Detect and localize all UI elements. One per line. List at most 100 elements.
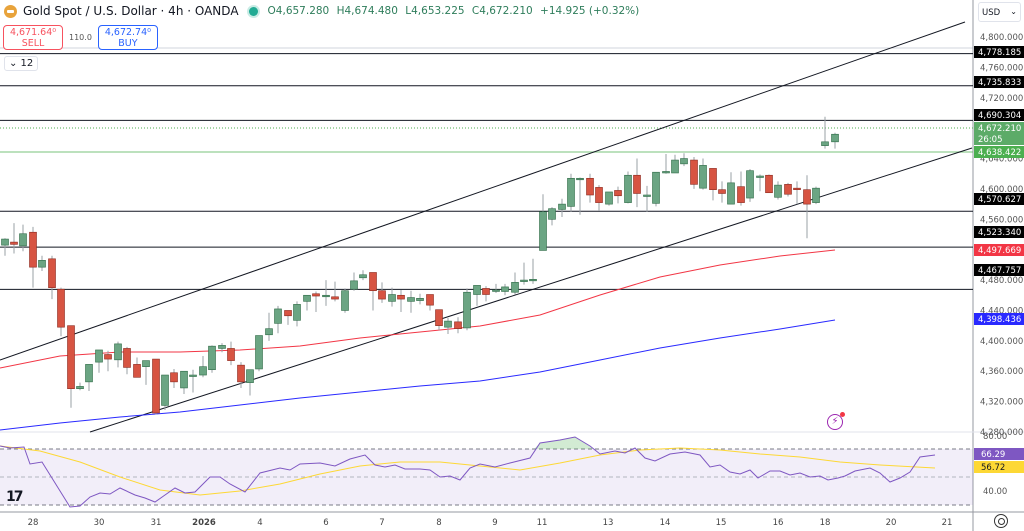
candle — [161, 374, 169, 406]
candle — [727, 182, 735, 205]
price-tick: 4,360.000 — [980, 367, 1023, 377]
candle — [293, 304, 301, 321]
candle — [350, 280, 358, 290]
price-label-bg — [974, 133, 1024, 145]
candle — [595, 187, 603, 203]
candle — [784, 184, 792, 195]
indicators-collapse-button[interactable]: ⌄ 12 — [4, 56, 39, 71]
market-status-icon[interactable] — [248, 6, 258, 16]
candle — [501, 286, 509, 292]
candle — [218, 345, 226, 349]
candle — [709, 168, 717, 190]
candle — [765, 174, 773, 194]
candle — [1, 238, 9, 246]
candle — [624, 174, 632, 203]
symbol-title[interactable]: Gold Spot / U.S. Dollar · 4h · OANDA — [23, 4, 239, 18]
time-tick: 16 — [773, 518, 784, 528]
candle — [378, 290, 386, 300]
candle — [133, 364, 141, 378]
price-label-bg — [974, 146, 1024, 158]
candle — [426, 294, 434, 306]
candle — [29, 231, 37, 268]
chevron-down-icon: ⌄ — [1010, 7, 1017, 16]
time-tick: 31 — [151, 518, 162, 528]
candle — [605, 191, 613, 205]
candle — [586, 177, 594, 196]
price-label: 4,735.833 — [978, 78, 1021, 88]
rsi-ma-line — [0, 445, 936, 496]
candle — [48, 258, 56, 288]
currency-label: USD — [982, 8, 1001, 18]
price-label: 4,467.757 — [978, 266, 1021, 276]
candle — [85, 364, 93, 383]
candle — [246, 369, 254, 383]
gold-symbol-icon — [4, 4, 17, 18]
price-label: 4,523.340 — [978, 228, 1021, 238]
candle — [322, 294, 330, 298]
time-tick: 8 — [436, 518, 441, 528]
tradingview-logo[interactable]: 17 — [6, 489, 24, 505]
time-tick: 6 — [323, 518, 328, 528]
time-tick: 11 — [537, 518, 548, 528]
candle — [671, 159, 679, 174]
time-tick: 7 — [379, 518, 384, 528]
price-label-bg — [974, 264, 1024, 276]
candle — [567, 177, 575, 207]
change-value: +14.925 (+0.32%) — [540, 5, 640, 17]
candle — [67, 325, 75, 390]
rsi-tick: 80.00 — [983, 432, 1007, 442]
candle — [170, 372, 178, 383]
price-tick: 4,800.000 — [980, 33, 1023, 43]
candle — [548, 208, 556, 220]
spread-value: 110.0 — [69, 33, 92, 42]
candle — [284, 310, 292, 317]
lightning-alert-icon[interactable]: ⚡ — [827, 412, 845, 430]
candle — [435, 309, 443, 326]
candle — [746, 170, 754, 199]
candle — [10, 241, 18, 245]
candle — [482, 288, 490, 295]
candle — [774, 184, 782, 198]
settings-icon[interactable] — [994, 514, 1008, 528]
price-label: 4,638.422 — [978, 148, 1021, 158]
candle — [104, 354, 112, 360]
candle — [369, 272, 377, 292]
sell-button[interactable]: 4,671.64⁰ SELL — [3, 25, 63, 50]
candle — [737, 186, 745, 203]
time-tick: 13 — [603, 518, 614, 528]
candle — [152, 358, 160, 414]
candle — [473, 285, 481, 295]
buy-label: BUY — [118, 38, 138, 49]
price-label: 26:05 — [978, 135, 1003, 145]
candle — [529, 279, 537, 282]
time-tick: 28 — [28, 518, 39, 528]
price-tick: 4,760.000 — [980, 63, 1023, 73]
rsi-line — [0, 436, 936, 508]
buy-button[interactable]: 4,672.74⁰ BUY — [97, 25, 158, 50]
candle — [680, 158, 688, 165]
candle — [388, 294, 396, 302]
price-label: 4,672.210 — [978, 124, 1021, 134]
price-label-bg — [974, 244, 1024, 256]
time-tick: 15 — [716, 518, 727, 528]
price-tick: 4,600.000 — [980, 185, 1023, 195]
candle — [756, 175, 764, 178]
candle — [831, 133, 839, 143]
candle — [95, 349, 103, 363]
candle — [633, 174, 641, 194]
moving-average-blue — [0, 319, 836, 431]
price-label: 4,570.627 — [978, 195, 1021, 205]
channel-trendline — [89, 147, 973, 433]
price-label-bg — [974, 193, 1024, 205]
rsi-value: 66.29 — [981, 450, 1005, 460]
price-tick: 4,440.000 — [980, 306, 1023, 316]
rsi-overbought-fill — [534, 437, 594, 449]
candle — [793, 187, 801, 190]
time-tick: 21 — [942, 518, 953, 528]
currency-selector[interactable]: USD ⌄ — [978, 2, 1021, 22]
price-tick: 4,280.000 — [980, 428, 1023, 438]
candle — [463, 291, 471, 329]
candle — [812, 187, 820, 203]
high-value: H4,674.480 — [336, 5, 398, 17]
